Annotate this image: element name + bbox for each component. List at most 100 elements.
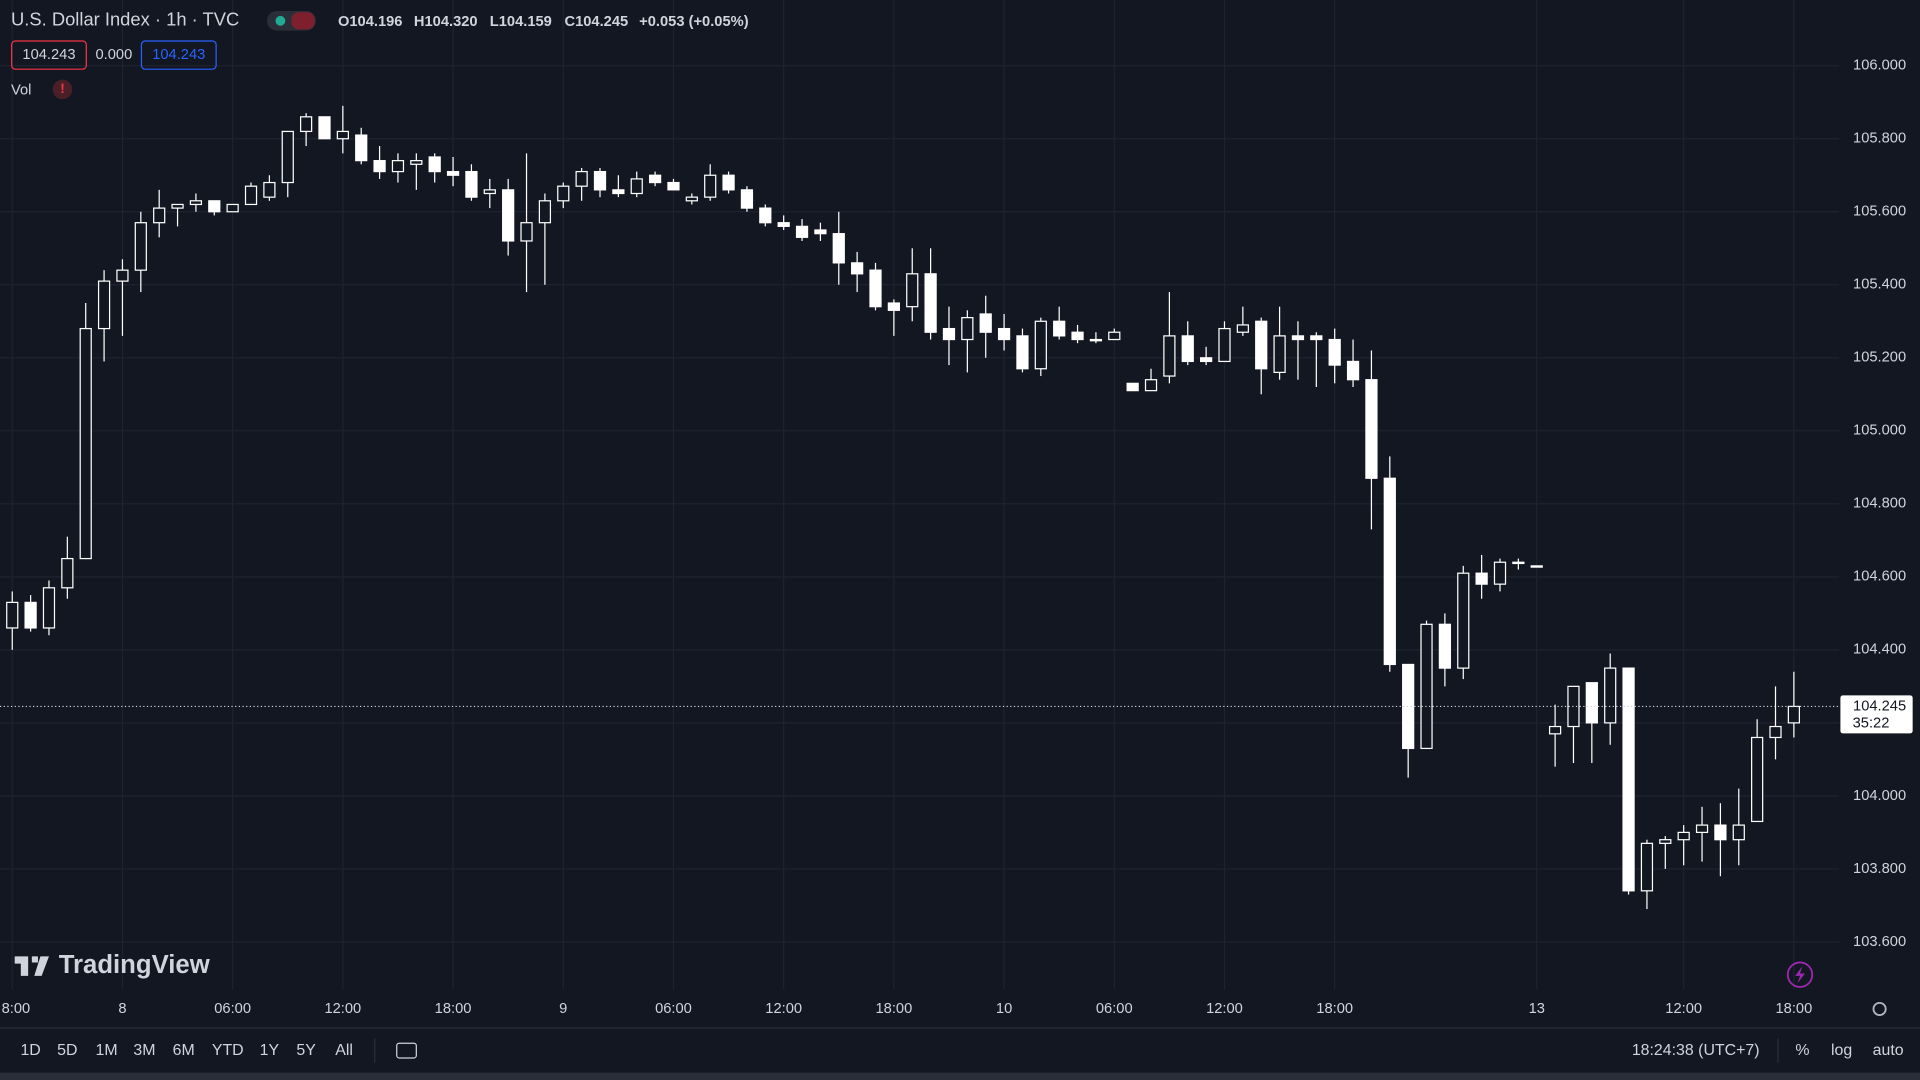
alert-icon[interactable] bbox=[1786, 961, 1814, 988]
candle-body-up bbox=[1769, 725, 1782, 739]
candle-body-up bbox=[538, 200, 552, 224]
candle-body-up bbox=[1659, 839, 1672, 844]
candle-body-up bbox=[79, 327, 92, 560]
candle-body-down bbox=[740, 189, 754, 209]
date-range-icon[interactable] bbox=[396, 1042, 417, 1059]
candle-body-up bbox=[171, 203, 184, 209]
range-button[interactable]: 1D bbox=[20, 1042, 40, 1059]
candle-body-up bbox=[1144, 379, 1158, 392]
range-button[interactable]: 1Y bbox=[260, 1042, 280, 1059]
countdown: 35:22 bbox=[1853, 715, 1890, 731]
range-button[interactable]: 1M bbox=[95, 1042, 117, 1059]
y-tick-label: 105.800 bbox=[1853, 131, 1906, 147]
candle-body-down bbox=[1071, 331, 1084, 341]
indicator-alert-badge[interactable] bbox=[52, 79, 73, 100]
indicator-name[interactable]: Vol bbox=[11, 82, 31, 98]
scale-option[interactable]: % bbox=[1795, 1042, 1809, 1059]
range-button[interactable]: YTD bbox=[212, 1042, 244, 1059]
range-button[interactable]: All bbox=[335, 1042, 353, 1059]
candle-body-up bbox=[1567, 685, 1580, 728]
candle-body-up bbox=[1163, 335, 1176, 377]
candle-body-down bbox=[373, 160, 386, 173]
clock[interactable]: 18:24:38 (UTC+7) bbox=[1632, 1042, 1760, 1059]
y-tick-label: 104.400 bbox=[1853, 642, 1906, 658]
candle-body-down bbox=[1365, 379, 1378, 479]
candle-body-down bbox=[851, 262, 864, 275]
candle-body-down bbox=[465, 170, 478, 198]
candle-body-down bbox=[997, 327, 1011, 341]
x-tick-label: 06:00 bbox=[655, 1001, 692, 1017]
candle-body-up bbox=[906, 273, 919, 308]
y-tick-label: 105.600 bbox=[1853, 204, 1906, 220]
candle-body-up bbox=[189, 200, 203, 206]
candle-body-down bbox=[814, 229, 827, 235]
y-tick-label: 104.600 bbox=[1853, 569, 1906, 585]
candle-body-up bbox=[1089, 338, 1103, 342]
toolbar: 1D 5D 1M 3M 6M YTD 1Y 5Y All% log auto bbox=[20, 1042, 1903, 1059]
y-tick-label: 103.600 bbox=[1853, 934, 1906, 950]
x-tick-label: 12:00 bbox=[1665, 1001, 1702, 1017]
candle-body-up bbox=[1493, 561, 1507, 585]
candle-body-up bbox=[410, 160, 423, 165]
x-tick-label: 9 bbox=[559, 1001, 567, 1017]
candle-body-up bbox=[300, 116, 313, 133]
candle-body-down bbox=[1622, 667, 1635, 892]
indicator-alert: ! bbox=[60, 81, 64, 96]
candle-body-up bbox=[630, 178, 643, 195]
brand: TradingView bbox=[59, 951, 211, 979]
candle-body-down bbox=[1200, 357, 1213, 363]
candle-body-up bbox=[1640, 842, 1654, 892]
y-tick-label: 104.000 bbox=[1853, 788, 1906, 804]
candle-body-up bbox=[704, 174, 717, 198]
x-tick-label: 06:00 bbox=[214, 1001, 251, 1017]
range-button[interactable]: 3M bbox=[133, 1042, 155, 1059]
candle-body-up bbox=[1530, 565, 1543, 568]
candle-body-up bbox=[6, 601, 19, 629]
scale-option[interactable]: auto bbox=[1873, 1042, 1904, 1059]
candle-body-down bbox=[1585, 682, 1598, 724]
candle-body-down bbox=[1402, 663, 1415, 750]
x-tick-label: 18:00 bbox=[435, 1001, 472, 1017]
range-button[interactable]: 5D bbox=[57, 1042, 77, 1059]
candle-body-up bbox=[97, 280, 111, 330]
ask-box[interactable] bbox=[140, 40, 217, 70]
candle-body-down bbox=[1475, 572, 1488, 585]
x-tick-label: 18:00 bbox=[1775, 1001, 1812, 1017]
candle-body-down bbox=[355, 134, 368, 162]
candle-body-up bbox=[557, 185, 570, 202]
settings-icon[interactable] bbox=[1872, 1001, 1887, 1017]
bid-price: 104.243 bbox=[22, 47, 75, 63]
candle-body-up bbox=[961, 317, 974, 341]
candle-body-up bbox=[1732, 824, 1745, 841]
status-dot bbox=[275, 15, 286, 26]
bid-box[interactable] bbox=[11, 40, 87, 70]
candle-body-up bbox=[244, 185, 258, 206]
candle-body-down bbox=[722, 174, 735, 191]
ohlc-value: O104.196 bbox=[338, 14, 403, 30]
scale-option[interactable]: log bbox=[1831, 1042, 1852, 1059]
x-tick-label: 18:00 bbox=[1316, 1001, 1353, 1017]
candle-body-down bbox=[1346, 360, 1360, 381]
candle-body-down bbox=[24, 601, 37, 629]
candle-body-down bbox=[1714, 824, 1727, 841]
candle-body-down bbox=[502, 189, 515, 242]
candle-body-down bbox=[318, 116, 331, 140]
candle-body-up bbox=[1218, 327, 1231, 363]
range-button[interactable]: 5Y bbox=[296, 1042, 316, 1059]
candle-body-up bbox=[42, 587, 56, 629]
candle-body-up bbox=[1236, 324, 1249, 333]
x-tick-label: 10 bbox=[996, 1001, 1012, 1017]
candle-body-up bbox=[134, 222, 147, 271]
x-tick-label: 12:00 bbox=[324, 1001, 361, 1017]
x-tick-label: 13 bbox=[1529, 1001, 1545, 1017]
candle-body-up bbox=[153, 207, 166, 224]
range-button[interactable]: 6M bbox=[173, 1042, 195, 1059]
candle-body-up bbox=[1273, 335, 1286, 374]
ohlc-value: C104.245 bbox=[564, 14, 628, 30]
ohlc-value: +0.053 (+0.05%) bbox=[639, 14, 749, 30]
candle-body-up bbox=[1512, 561, 1525, 565]
y-tick-label: 105.200 bbox=[1853, 350, 1906, 366]
candle-body-down bbox=[1053, 320, 1066, 337]
